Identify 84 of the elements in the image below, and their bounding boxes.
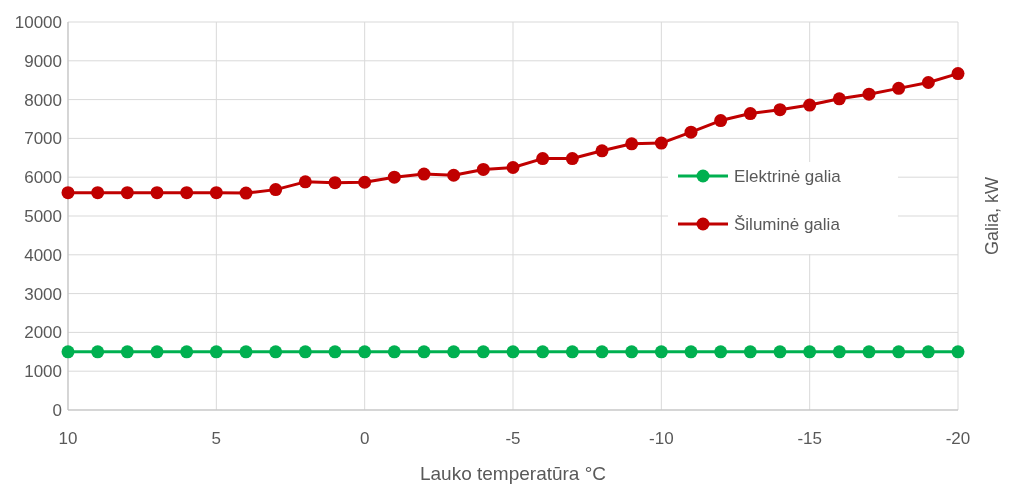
point [625,137,639,151]
point [773,103,787,117]
point [328,176,342,190]
point [565,152,579,166]
point [387,345,401,359]
point [387,170,401,184]
y-tick-label: 7000 [24,129,62,149]
y-tick-label: 5000 [24,206,62,226]
point [684,125,698,139]
y2-axis-title: Galia, kW [982,176,1002,256]
point [714,114,728,128]
y-tick-label: 2000 [24,323,62,343]
point [951,67,965,81]
y-tick-label: 10000 [14,12,62,32]
x-axis-title: Lauko temperatūra °C [419,463,607,484]
point [298,175,312,189]
point [417,345,431,359]
y-tick-label: 6000 [24,168,62,188]
point [803,98,817,112]
point [328,345,342,359]
point [239,186,253,200]
point [506,345,520,359]
point [743,345,757,359]
point [476,162,490,176]
point [892,81,906,95]
point [269,183,283,197]
point [239,345,253,359]
point [61,345,75,359]
point [862,345,876,359]
point [269,345,283,359]
point [150,345,164,359]
point [180,345,194,359]
point [654,136,668,150]
point [921,345,935,359]
point [91,186,105,200]
point [595,345,609,359]
point [803,345,817,359]
point [476,345,490,359]
x-tick-label: 5 [211,429,222,448]
point [536,345,550,359]
point [298,345,312,359]
y-tick-label: 4000 [24,245,62,265]
point [684,345,698,359]
point [91,345,105,359]
point [832,345,846,359]
point [417,167,431,181]
y-tick-label: 0 [52,400,62,420]
point [625,345,639,359]
x-tick-label: -5 [505,429,521,448]
x-tick-label: -15 [797,429,822,448]
point [654,345,668,359]
point [447,345,461,359]
x-tick-label: 0 [359,429,370,448]
legend-label: Šiluminė galia [734,214,841,234]
point [832,92,846,106]
y-tick-label: 8000 [24,90,62,110]
point [209,186,223,200]
x-tick-label: -10 [649,429,674,448]
point [506,161,520,174]
point [921,76,935,90]
point [61,186,75,200]
point [862,87,876,101]
point [150,186,164,200]
point [536,152,550,166]
point [565,345,579,359]
point [743,107,757,121]
point [714,345,728,359]
point [358,175,372,189]
point [209,345,223,359]
point [951,345,965,359]
point [447,168,461,182]
y-tick-label: 3000 [24,284,62,304]
point [773,345,787,359]
point [120,345,134,359]
point [180,186,194,200]
x-tick-label: -20 [945,429,971,448]
y-tick-label: 9000 [24,51,62,71]
y-tick-label: 1000 [24,362,62,382]
legend-label: Elektrinė galia [734,166,842,186]
point [595,144,609,158]
point [120,186,134,200]
point [358,345,372,359]
point [892,345,906,359]
x-tick-label: 10 [58,429,78,448]
